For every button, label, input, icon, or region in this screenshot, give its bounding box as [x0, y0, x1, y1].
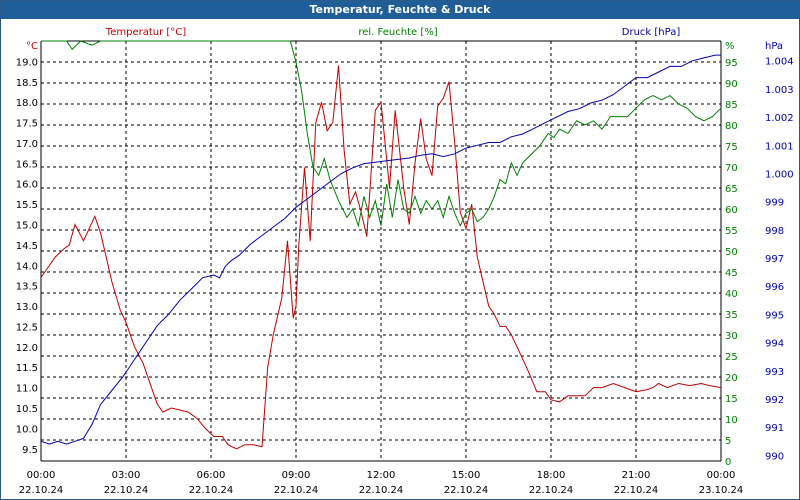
temperature-tick-label: 14.0: [16, 261, 38, 272]
humidity-axis-label: rel. Feuchte [%]: [358, 27, 437, 38]
humidity-tick-label: 5: [725, 436, 731, 447]
pressure-tick-label: 993: [765, 367, 784, 378]
humidity-tick-label: 70: [725, 163, 738, 174]
pressure-tick-label: 1.003: [765, 85, 794, 96]
temperature-axis-label: Temperatur [°C]: [105, 27, 186, 38]
chart-title: Temperatur, Feuchte & Druck: [1, 1, 799, 19]
humidity-tick-label: 40: [725, 289, 738, 300]
temperature-tick-label: 19.0: [16, 57, 38, 68]
humidity-tick-label: 95: [725, 58, 738, 69]
axis-labels: Temperatur [°C] rel. Feuchte [%] Druck [hP…: [26, 27, 783, 52]
pressure-axis-label: Druck [hPa]: [622, 27, 681, 38]
humidity-tick-label: 30: [725, 331, 738, 342]
tick-labels: 00:00 22.10.24 03:00 22.10.24 06:00 22.10.24 0…: [16, 57, 794, 496]
temperature-tick-label: 10.0: [16, 424, 38, 435]
x-tick-time: 18:00: [537, 470, 566, 481]
temperature-tick-label: 18.0: [16, 98, 38, 109]
pressure-tick-label: 992: [765, 395, 784, 406]
temperature-tick-label: 13.5: [16, 282, 38, 293]
humidity-tick-label: 55: [725, 226, 738, 237]
temperature-tick-label: 16.0: [16, 180, 38, 191]
x-tick-time: 00:00: [707, 470, 736, 481]
humidity-tick-label: 15: [725, 394, 738, 405]
humidity-line: [41, 40, 722, 228]
pressure-tick-label: 1.004: [765, 57, 794, 68]
pressure-tick-label: 991: [765, 423, 784, 434]
temperature-tick-label: 15.0: [16, 220, 38, 231]
humidity-tick-label: 90: [725, 79, 738, 90]
temperature-tick-label: 18.5: [16, 78, 38, 89]
series-lines: [40, 40, 722, 450]
humidity-tick-label: 20: [725, 373, 738, 384]
x-tick-date: 22.10.24: [359, 485, 404, 496]
humidity-tick-label: 60: [725, 205, 738, 216]
temperature-tick-label: 17.0: [16, 139, 38, 150]
x-tick-time: 21:00: [622, 470, 651, 481]
temperature-line: [40, 65, 722, 450]
temperature-tick-label: 15.5: [16, 200, 38, 211]
pressure-line: [40, 54, 721, 445]
humidity-tick-label: 25: [725, 352, 738, 363]
pressure-unit-label: hPa: [765, 41, 783, 52]
pressure-tick-label: 1.001: [765, 141, 794, 152]
temperature-tick-label: 11.5: [16, 363, 38, 374]
x-tick-time: 09:00: [282, 470, 311, 481]
x-tick-date: 22.10.24: [529, 485, 574, 496]
x-tick-time: 00:00: [27, 470, 56, 481]
pressure-tick-label: 994: [765, 339, 784, 350]
humidity-tick-label: 50: [725, 247, 738, 258]
x-tick-date: 23.10.24: [699, 485, 744, 496]
temperature-tick-label: 13.0: [16, 302, 38, 313]
pressure-tick-label: 997: [765, 254, 784, 265]
temperature-tick-label: 14.5: [16, 241, 38, 252]
gridlines: [41, 41, 721, 462]
x-tick-time: 06:00: [197, 470, 226, 481]
pressure-tick-label: 1.002: [765, 113, 794, 124]
temperature-unit-label: °C: [26, 41, 38, 52]
pressure-tick-label: 999: [765, 198, 784, 209]
temperature-tick-label: 17.5: [16, 119, 38, 130]
x-tick-date: 22.10.24: [104, 485, 149, 496]
humidity-unit-label: %: [725, 41, 735, 52]
x-tick-date: 22.10.24: [19, 485, 64, 496]
humidity-tick-label: 85: [725, 100, 738, 111]
x-tick-date: 22.10.24: [444, 485, 489, 496]
pressure-tick-label: 990: [765, 451, 784, 462]
x-tick-time: 15:00: [452, 470, 481, 481]
humidity-tick-label: 75: [725, 142, 738, 153]
pressure-tick-label: 995: [765, 310, 784, 321]
temperature-tick-label: 11.0: [16, 384, 38, 395]
x-tick-date: 22.10.24: [274, 485, 319, 496]
temperature-tick-label: 12.5: [16, 322, 38, 333]
humidity-tick-label: 35: [725, 310, 738, 321]
temperature-tick-label: 12.0: [16, 343, 38, 354]
x-tick-date: 22.10.24: [614, 485, 659, 496]
humidity-tick-label: 80: [725, 121, 738, 132]
x-tick-time: 03:00: [112, 470, 141, 481]
x-tick-time: 12:00: [367, 470, 396, 481]
pressure-tick-label: 996: [765, 282, 784, 293]
temperature-tick-label: 10.5: [16, 404, 38, 415]
temperature-tick-label: 16.5: [16, 159, 38, 170]
humidity-tick-label: 65: [725, 184, 738, 195]
pressure-tick-label: 998: [765, 226, 784, 237]
temperature-tick-label: 9.5: [22, 445, 38, 456]
x-tick-date: 22.10.24: [189, 485, 234, 496]
pressure-tick-label: 1.000: [765, 169, 794, 180]
humidity-tick-label: 10: [725, 415, 738, 426]
humidity-tick-label: 45: [725, 268, 738, 279]
humidity-tick-label: 0: [725, 457, 731, 468]
